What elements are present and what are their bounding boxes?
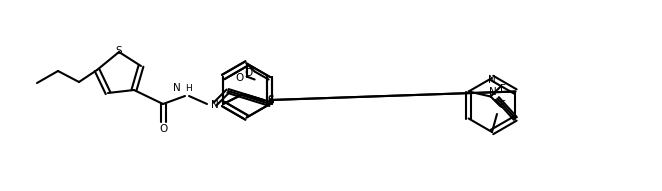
Text: N: N — [173, 83, 181, 93]
Text: O: O — [236, 73, 244, 83]
Text: S: S — [267, 95, 274, 105]
Text: S: S — [116, 46, 122, 56]
Text: O: O — [244, 67, 253, 78]
Text: N: N — [489, 87, 496, 96]
Text: N: N — [488, 75, 496, 85]
Text: F: F — [500, 83, 506, 94]
Text: S: S — [267, 96, 274, 106]
Text: N: N — [211, 100, 218, 110]
Text: F: F — [500, 100, 506, 109]
Text: O: O — [159, 124, 167, 134]
Text: H: H — [185, 84, 192, 93]
